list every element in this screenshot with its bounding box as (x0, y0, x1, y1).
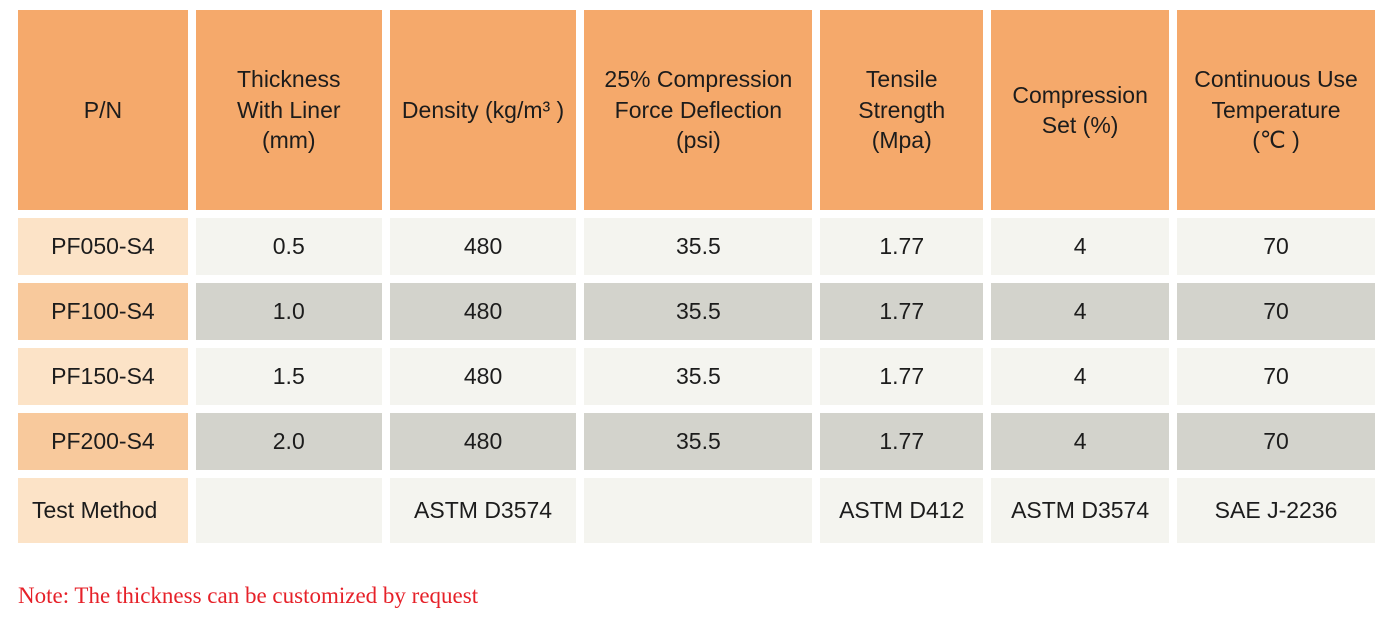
spec-cell: 35.5 (584, 348, 813, 405)
spec-cell: 480 (389, 348, 577, 405)
pn-cell: PF050-S4 (18, 218, 188, 275)
header-pn: P/N (18, 10, 188, 210)
pn-cell: PF200-S4 (18, 413, 188, 470)
header-row: P/N Thickness With Liner (mm) Density (k… (18, 10, 1375, 210)
spec-cell: 1.77 (820, 413, 984, 470)
spec-cell: 480 (389, 218, 577, 275)
test-method-cell: ASTM D412 (820, 478, 984, 543)
spec-cell: 1.77 (820, 283, 984, 340)
table-row: PF200-S4 2.0 480 35.5 1.77 4 70 (18, 413, 1375, 470)
spec-cell: 4 (991, 218, 1170, 275)
spec-cell: 70 (1177, 218, 1375, 275)
spec-cell: 4 (991, 283, 1170, 340)
spec-cell: 480 (389, 283, 577, 340)
spec-cell: 1.5 (195, 348, 382, 405)
spec-cell: 4 (991, 413, 1170, 470)
spec-cell: 70 (1177, 348, 1375, 405)
header-thickness: Thickness With Liner (mm) (195, 10, 382, 210)
header-tensile-strength: Tensile Strength (Mpa) (820, 10, 984, 210)
test-method-row: Test Method ASTM D3574 ASTM D412 ASTM D3… (18, 478, 1375, 543)
spec-cell: 1.77 (820, 218, 984, 275)
spec-cell: 2.0 (195, 413, 382, 470)
spec-cell: 35.5 (584, 218, 813, 275)
header-compression-force-deflection: 25% Compression Force Deflection (psi) (584, 10, 813, 210)
table-row: PF150-S4 1.5 480 35.5 1.77 4 70 (18, 348, 1375, 405)
header-compression-set: Compression Set (%) (991, 10, 1170, 210)
pn-cell: PF150-S4 (18, 348, 188, 405)
spec-cell: 35.5 (584, 283, 813, 340)
spec-table: P/N Thickness With Liner (mm) Density (k… (10, 2, 1383, 551)
spec-cell: 70 (1177, 413, 1375, 470)
spec-cell: 4 (991, 348, 1170, 405)
spec-cell: 480 (389, 413, 577, 470)
test-method-cell (195, 478, 382, 543)
test-method-cell: ASTM D3574 (991, 478, 1170, 543)
pn-cell: PF100-S4 (18, 283, 188, 340)
thickness-note: Note: The thickness can be customized by… (18, 583, 479, 608)
spec-cell: 1.0 (195, 283, 382, 340)
test-method-cell (584, 478, 813, 543)
table-row: PF100-S4 1.0 480 35.5 1.77 4 70 (18, 283, 1375, 340)
test-method-label: Test Method (18, 478, 188, 543)
header-continuous-use-temperature: Continuous Use Temperature (℃ ) (1177, 10, 1375, 210)
spec-cell: 1.77 (820, 348, 984, 405)
spec-cell: 0.5 (195, 218, 382, 275)
header-density: Density (kg/m³ ) (389, 10, 577, 210)
spec-cell: 35.5 (584, 413, 813, 470)
table-row: PF050-S4 0.5 480 35.5 1.77 4 70 (18, 218, 1375, 275)
spec-cell: 70 (1177, 283, 1375, 340)
test-method-cell: SAE J-2236 (1177, 478, 1375, 543)
test-method-cell: ASTM D3574 (389, 478, 577, 543)
